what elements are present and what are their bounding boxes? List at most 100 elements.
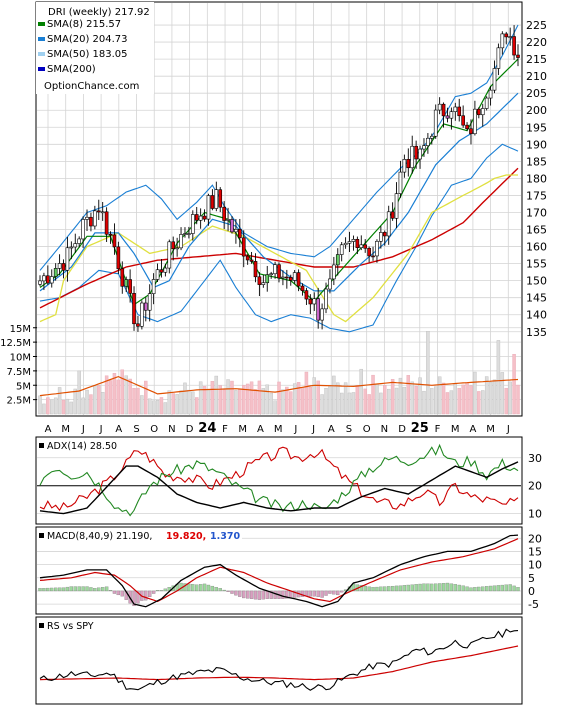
- candle-body: [253, 261, 258, 278]
- candle-body: [261, 282, 266, 285]
- candle-body: [277, 264, 281, 279]
- volume-bar: [214, 375, 219, 415]
- price-tick-label: 220: [526, 36, 547, 49]
- adx-axis: 30 20 10: [528, 452, 542, 521]
- macd-histogram-bar: [214, 587, 218, 592]
- adx-tick-label: 20: [528, 480, 542, 493]
- x-tick-label: J: [81, 424, 85, 435]
- x-tick-label: A: [115, 424, 122, 435]
- candle-body: [124, 279, 129, 287]
- adx-gridlines: [37, 457, 521, 515]
- rs-lines: [39, 628, 519, 691]
- volume-bar: [379, 392, 383, 415]
- macd-histogram-bar: [398, 585, 403, 592]
- macd-histogram-bar: [202, 583, 207, 592]
- rs-label: RS vs SPY: [47, 621, 94, 632]
- macd-histogram-bar: [77, 586, 81, 592]
- volume-bar: [504, 387, 508, 415]
- volume-bar: [175, 394, 179, 415]
- candle-body: [441, 103, 446, 117]
- volume-bar: [320, 394, 324, 415]
- candle-body: [65, 247, 70, 271]
- candle-body: [445, 115, 450, 119]
- price-tick-label: 215: [526, 53, 547, 66]
- macd-histogram-bar: [273, 590, 277, 599]
- adx-line: [39, 461, 519, 515]
- adx-label-bg: [37, 438, 127, 452]
- macd-histogram-bar: [85, 586, 89, 592]
- macd-histogram-bar: [198, 584, 203, 592]
- candle-body: [332, 264, 336, 280]
- candle-body: [500, 33, 505, 49]
- candle-body: [206, 195, 211, 220]
- macd-histogram-bar: [422, 583, 426, 592]
- macd-histogram-bar: [195, 584, 199, 592]
- candle-body: [171, 241, 176, 250]
- x-tick-label: F: [222, 424, 228, 435]
- legend-swatch: [38, 37, 45, 41]
- macd-histogram-bar: [457, 584, 461, 592]
- volume-bar: [151, 400, 156, 415]
- rs-panel-frame: [35, 616, 523, 705]
- candle-body: [93, 210, 97, 227]
- candle-body: [355, 239, 360, 249]
- legend-label: SMA(50) 183.05: [47, 49, 128, 60]
- candle-body: [273, 264, 277, 275]
- macd-histogram-bar: [242, 590, 246, 599]
- volume-bar: [473, 371, 477, 415]
- candle-body: [53, 268, 58, 277]
- volume-bar: [508, 381, 512, 415]
- macd-signal-line: [39, 538, 519, 603]
- macd-line: [39, 534, 519, 608]
- candle-body: [508, 36, 512, 38]
- candle-body: [73, 243, 78, 248]
- rs-average-line: [39, 645, 519, 681]
- volume-bar: [53, 397, 58, 415]
- candle-body: [163, 267, 168, 273]
- candle-body: [81, 219, 85, 240]
- x-tick-label: M: [238, 424, 247, 435]
- volume-bar: [441, 382, 446, 415]
- macd-histogram-bar: [320, 590, 324, 598]
- volume-bar: [85, 389, 89, 415]
- legend-label: SMA(200): [47, 64, 96, 75]
- macd-histogram-bar: [285, 590, 289, 599]
- price-tick-label: 180: [526, 172, 547, 185]
- volume-bar: [406, 375, 411, 415]
- volume-bar: [42, 403, 46, 415]
- candle-body: [492, 68, 497, 91]
- macd-histogram-bar: [81, 586, 85, 592]
- candle-body: [187, 233, 191, 235]
- candle-body: [410, 145, 415, 169]
- candle-body: [339, 244, 344, 255]
- candle-body: [128, 279, 132, 294]
- candle-body: [308, 298, 313, 305]
- volume-bar: [61, 399, 66, 415]
- volume-bar: [100, 392, 105, 415]
- volume-bar: [449, 390, 454, 415]
- volume-bar: [69, 401, 74, 415]
- x-tick-label: A: [469, 424, 476, 435]
- macd-histogram-bar: [332, 590, 336, 595]
- candle-body: [190, 214, 195, 234]
- volume-bar: [222, 389, 226, 415]
- candle-body: [226, 219, 230, 221]
- volume-bar: [394, 387, 399, 415]
- volume-tick-label: 2.5M: [6, 396, 31, 407]
- candle-body: [367, 247, 371, 257]
- candle-body: [351, 239, 356, 242]
- candle-body: [465, 124, 469, 129]
- price-tick-label: 200: [526, 104, 547, 117]
- macd-histogram-bar: [159, 590, 164, 592]
- candle-body: [363, 244, 368, 249]
- macd-histogram-bar: [289, 590, 293, 599]
- macd-histogram-bar: [104, 586, 109, 592]
- volume-bar: [249, 381, 254, 415]
- x-tick-label: S: [346, 424, 352, 435]
- x-axis-months: A M J J A S O N D 24 F M A M J J A S O N D 25 F M A M J: [45, 421, 510, 436]
- x-tick-label: N: [381, 424, 388, 435]
- volume-bar: [38, 395, 42, 415]
- macd-histogram-bar: [101, 587, 105, 592]
- candle-body: [269, 273, 273, 276]
- macd-histogram-bar: [120, 590, 124, 597]
